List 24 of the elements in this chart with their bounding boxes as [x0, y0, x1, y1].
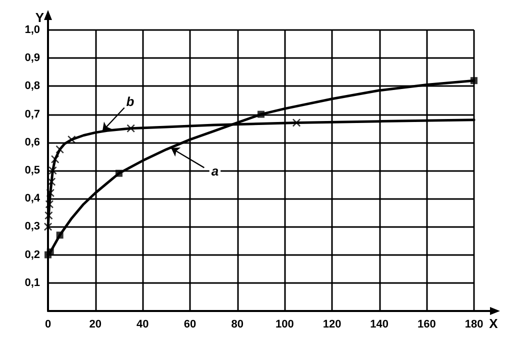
x-tick-label: 100 — [275, 318, 294, 330]
x-tick-label: 120 — [322, 318, 342, 330]
annotation: a — [211, 163, 219, 178]
y-tick-label: 0,9 — [24, 52, 40, 64]
x-tick-label: 40 — [136, 318, 149, 330]
y-tick-label: 0,7 — [24, 108, 40, 120]
x-axis-title: X — [489, 316, 498, 331]
x-tick-label: 160 — [417, 318, 436, 330]
y-tick-label: 1,0 — [24, 24, 40, 36]
annotation: b — [126, 94, 134, 109]
y-axis-title: Y — [35, 10, 44, 25]
y-tick-label: 0,8 — [24, 80, 40, 92]
y-tick-label: 0,6 — [24, 136, 40, 148]
x-tick-label: 180 — [464, 318, 484, 330]
x-tick-label: 0 — [44, 318, 52, 330]
y-tick-label: 0,1 — [24, 276, 40, 289]
y-tick-label: 0,2 — [24, 248, 40, 261]
x-tick-label: 140 — [370, 318, 389, 330]
x-tick-label: 20 — [89, 318, 102, 330]
y-tick-label: 0,4 — [24, 192, 41, 205]
x-tick-label: 60 — [184, 318, 196, 330]
y-tick-label: 0,5 — [24, 164, 40, 176]
x-tick-label: 80 — [231, 318, 244, 330]
y-tick-label: 0,3 — [24, 220, 40, 233]
